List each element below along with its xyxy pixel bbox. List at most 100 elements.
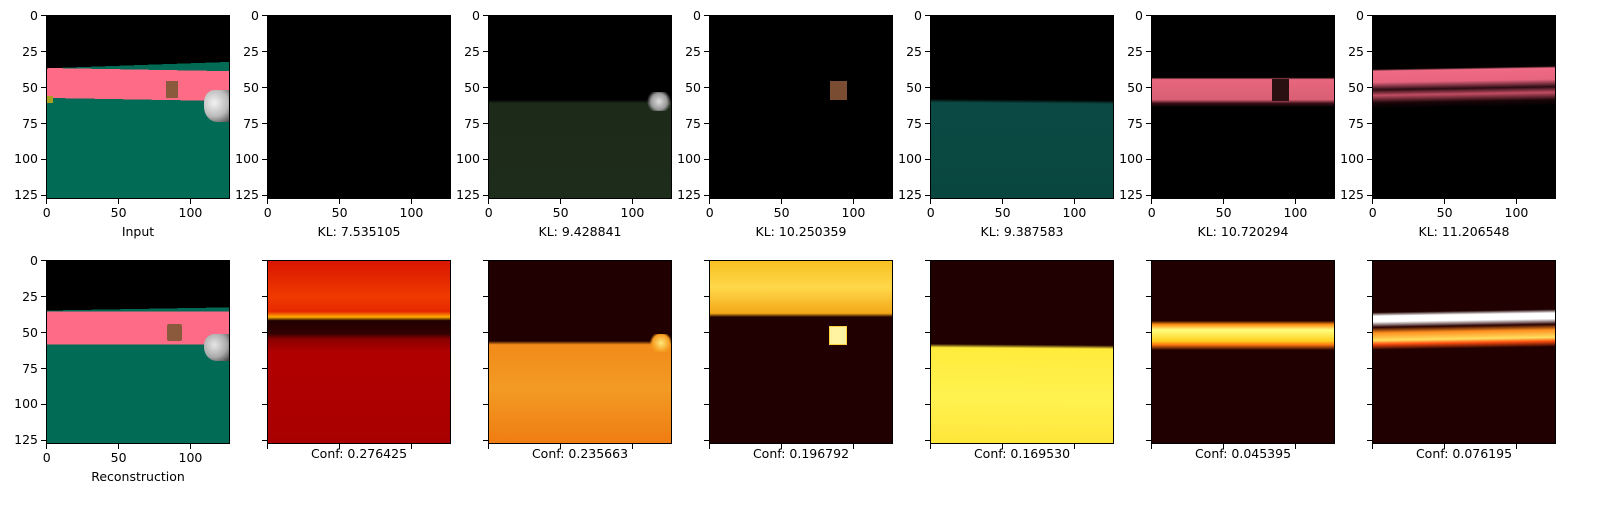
y-tick [704, 123, 709, 125]
y-tick [262, 123, 267, 125]
panel-caption: Conf: 0.276425 [310, 446, 408, 461]
y-tick [483, 332, 488, 334]
y-tick [925, 194, 930, 196]
y-tick-label: 75 [1127, 115, 1143, 131]
x-tick-label: 50 [773, 205, 790, 220]
y-tick-label: 50 [464, 79, 480, 95]
y-tick-label: 125 [235, 187, 259, 203]
panel-caption: KL: 10.720294 [1197, 224, 1289, 239]
y-tick-label: 100 [677, 151, 701, 167]
y-tick-label: 25 [464, 43, 480, 59]
y-tick-label: 50 [906, 79, 922, 95]
y-tick-label: 125 [14, 187, 38, 203]
x-tick [488, 444, 490, 449]
panel-caption: Input [121, 224, 155, 239]
x-tick [852, 199, 854, 204]
y-tick-label: 100 [898, 151, 922, 167]
x-tick [1073, 444, 1075, 449]
x-tick [267, 199, 269, 204]
x-tick [118, 199, 120, 204]
x-tick [930, 444, 932, 449]
x-tick-label: 100 [1062, 205, 1087, 220]
x-tick [1151, 199, 1153, 204]
y-tick [483, 87, 488, 89]
y-tick [483, 15, 488, 17]
y-tick-label: 0 [1356, 7, 1364, 23]
y-tick-label: 25 [243, 43, 259, 59]
y-tick [1146, 194, 1151, 196]
y-tick [1146, 368, 1151, 370]
y-tick [1367, 403, 1372, 405]
panel-image [46, 260, 230, 444]
y-tick-label: 0 [693, 7, 701, 23]
panel-image [1372, 15, 1556, 199]
y-tick [262, 87, 267, 89]
x-tick [1223, 444, 1225, 449]
y-tick [41, 158, 46, 160]
y-tick-label: 50 [243, 79, 259, 95]
panel-caption: KL: 11.206548 [1418, 224, 1510, 239]
y-tick [1146, 87, 1151, 89]
y-tick [1367, 296, 1372, 298]
y-tick [1367, 332, 1372, 334]
y-tick [1367, 260, 1372, 262]
panel-image [1372, 260, 1556, 444]
x-tick-label: 100 [620, 205, 645, 220]
y-tick [925, 296, 930, 298]
x-tick-label: 100 [841, 205, 866, 220]
x-tick-label: 0 [42, 205, 51, 220]
y-tick [262, 368, 267, 370]
y-tick [704, 51, 709, 53]
x-tick-label: 0 [42, 450, 51, 465]
panel-caption: Conf: 0.196792 [752, 446, 850, 461]
y-tick [704, 439, 709, 441]
y-tick [1367, 123, 1372, 125]
y-tick [41, 332, 46, 334]
y-tick [925, 403, 930, 405]
x-tick-label: 100 [1504, 205, 1529, 220]
x-tick-label: 0 [705, 205, 714, 220]
y-tick [925, 158, 930, 160]
y-tick-label: 100 [456, 151, 480, 167]
y-tick [1146, 439, 1151, 441]
y-tick-label: 100 [14, 151, 38, 167]
y-tick-label: 25 [906, 43, 922, 59]
y-tick [704, 332, 709, 334]
x-tick [1294, 444, 1296, 449]
x-tick [1515, 444, 1517, 449]
y-tick [1146, 123, 1151, 125]
y-tick [262, 332, 267, 334]
y-tick [262, 403, 267, 405]
y-tick [41, 368, 46, 370]
y-tick-label: 75 [685, 115, 701, 131]
panel-caption: KL: 7.535105 [317, 224, 401, 239]
y-tick [262, 15, 267, 17]
x-tick [631, 444, 633, 449]
y-tick [483, 158, 488, 160]
y-tick-label: 50 [22, 79, 38, 95]
y-tick [704, 87, 709, 89]
y-tick [1146, 51, 1151, 53]
y-tick [262, 194, 267, 196]
y-tick [925, 368, 930, 370]
x-tick [1444, 199, 1446, 204]
x-tick-label: 100 [399, 205, 424, 220]
panel-caption: KL: 9.387583 [980, 224, 1064, 239]
x-tick [709, 199, 711, 204]
y-tick [41, 87, 46, 89]
y-tick [1367, 15, 1372, 17]
x-tick [1294, 199, 1296, 204]
panel-image [488, 15, 672, 199]
panel-image [709, 260, 893, 444]
y-tick [925, 332, 930, 334]
y-tick [41, 439, 46, 441]
y-tick [483, 403, 488, 405]
y-tick [1367, 158, 1372, 160]
y-tick [925, 15, 930, 17]
x-tick [46, 199, 48, 204]
panel-caption: Conf: 0.169530 [973, 446, 1071, 461]
x-tick-label: 0 [1368, 205, 1377, 220]
panel-image [930, 15, 1114, 199]
panel-image [1151, 260, 1335, 444]
x-tick [189, 444, 191, 449]
